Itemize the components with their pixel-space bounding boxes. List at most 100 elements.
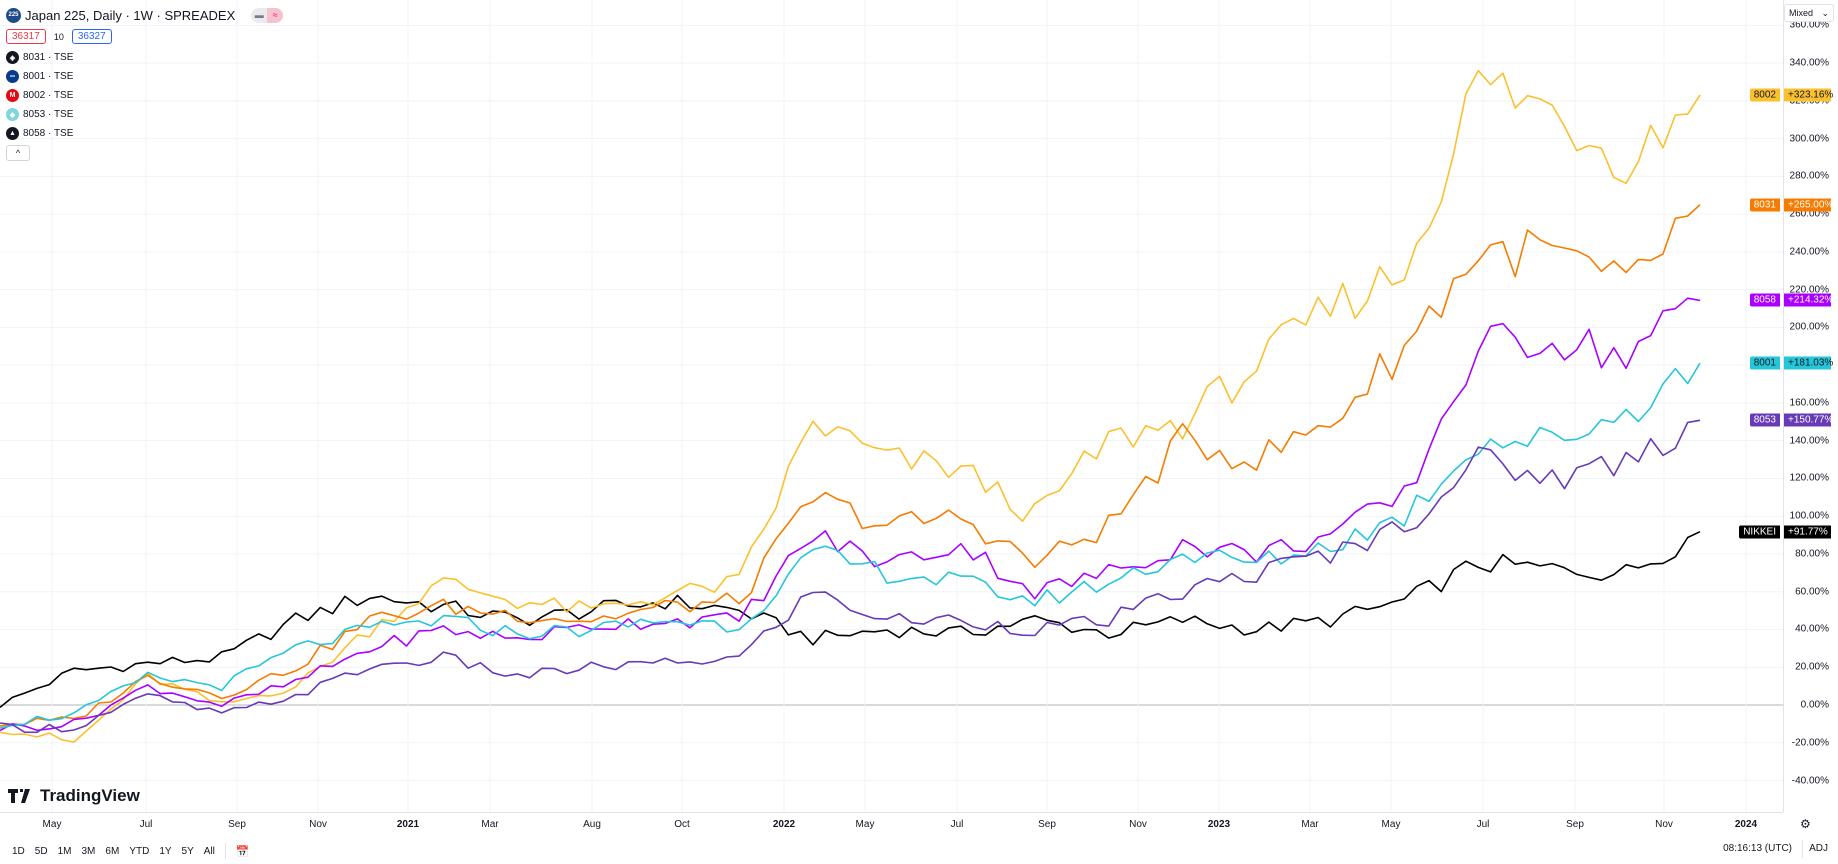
range-button-1d[interactable]: 1D — [12, 845, 25, 857]
series-line-8053[interactable] — [0, 419, 1701, 734]
price-tick-label: 340.00% — [1789, 57, 1829, 69]
time-tick-label: Nov — [309, 819, 327, 830]
compare-symbol-item[interactable]: ◆ 8053 · TSE — [6, 105, 283, 124]
marubeni-logo-icon: M — [6, 89, 19, 102]
price-tick-label: 280.00% — [1789, 170, 1829, 182]
series-value-tag: +265.00% — [1784, 198, 1833, 212]
price-axis[interactable]: 360.00%340.00%320.00%300.00%280.00%260.0… — [1783, 0, 1838, 812]
chart-plot-area[interactable] — [0, 0, 1783, 812]
sell-price-button[interactable]: 36317 — [6, 29, 46, 44]
bottom-toolbar: 1D 5D 1M 3M 6M YTD 1Y 5Y All 📅 08:16:13 (UTC) ADJ — [0, 836, 1838, 864]
price-tick-label: 140.00% — [1789, 435, 1829, 447]
tradingview-logo-icon — [8, 789, 30, 803]
range-button-1m[interactable]: 1M — [57, 845, 72, 857]
time-tick-label: Sep — [1038, 819, 1056, 830]
time-tick-label: Jul — [1476, 819, 1490, 830]
compare-symbol-item[interactable]: M 8002 · TSE — [6, 86, 283, 105]
sumitomo-logo-icon: ◆ — [6, 108, 19, 121]
buy-price-button[interactable]: 36327 — [71, 29, 112, 44]
price-tick-label: 260.00% — [1789, 208, 1829, 220]
price-tick-label: 120.00% — [1789, 472, 1829, 484]
last-value-label: 8053 +150.77% — [0, 413, 1838, 427]
series-line-8001[interactable] — [0, 362, 1701, 729]
time-tick-label: Sep — [228, 819, 246, 830]
price-tick-label: 0.00% — [1800, 699, 1829, 711]
range-button-all[interactable]: All — [203, 845, 215, 857]
time-tick-label: Mar — [1301, 819, 1319, 830]
series-name-tag: 8001 — [1749, 356, 1780, 370]
series-value-tag: +91.77% — [1784, 525, 1831, 539]
price-tick-label: -40.00% — [1791, 775, 1829, 787]
series-name-tag: 8053 — [1749, 413, 1780, 427]
compare-symbol-label: 8053 · TSE — [23, 109, 74, 120]
chart-legend: 225 Japan 225, Daily · 1W · SPREADEX ▬ ≈… — [6, 6, 284, 161]
series-name-tag: 8002 — [1749, 88, 1780, 102]
series-name-tag: NIKKEI — [1739, 525, 1780, 539]
price-tick-label: 20.00% — [1795, 661, 1829, 673]
chart-title[interactable]: Japan 225, Daily · 1W · SPREADEX — [25, 7, 236, 23]
price-tick-label: 60.00% — [1795, 586, 1829, 598]
series-value-tag: +214.32% — [1784, 293, 1833, 307]
time-tick-label: May — [855, 819, 875, 830]
range-button-6m[interactable]: 6M — [105, 845, 120, 857]
time-tick-label: Jul — [950, 819, 964, 830]
visibility-toggle[interactable]: ▬ ≈ — [251, 7, 284, 23]
chart-canvas[interactable] — [0, 0, 1783, 812]
price-tick-label: -20.00% — [1791, 737, 1829, 749]
time-tick-label: 2023 — [1207, 819, 1231, 830]
time-tick-label: Sep — [1566, 819, 1584, 830]
time-tick-label: Nov — [1129, 819, 1147, 830]
time-tick-label: 2024 — [1734, 819, 1758, 830]
axis-settings-button[interactable]: ⚙ — [1800, 817, 1811, 831]
mitsui-logo-icon: ◈ — [6, 51, 19, 64]
time-tick-label: May — [42, 819, 62, 830]
compare-symbol-item[interactable]: ═ 8001 · TSE — [6, 67, 283, 86]
compare-symbol-item[interactable]: ◈ 8031 · TSE — [6, 48, 283, 67]
compare-symbol-label: 8002 · TSE — [23, 90, 74, 101]
range-button-5d[interactable]: 5D — [34, 845, 48, 857]
date-range-buttons: 1D 5D 1M 3M 6M YTD 1Y 5Y All 📅 — [12, 843, 250, 859]
price-tick-label: 80.00% — [1795, 548, 1829, 560]
main-symbol-row[interactable]: 225 Japan 225, Daily · 1W · SPREADEX ▬ ≈ — [6, 6, 284, 24]
series-value-tag: +181.03% — [1784, 356, 1833, 370]
series-line-8031[interactable] — [0, 204, 1701, 727]
minus-icon[interactable]: ▬ — [251, 7, 268, 23]
time-tick-label: Jul — [139, 819, 153, 830]
time-tick-label: 2021 — [396, 819, 420, 830]
price-tick-label: 300.00% — [1789, 133, 1829, 145]
time-axis[interactable]: May Jul Sep Nov 2021 Mar Aug Oct 2022 May Jul Sep No… — [0, 812, 1783, 837]
scale-mode-select[interactable]: Mixed ⌄ — [1784, 4, 1834, 22]
approx-icon[interactable]: ≈ — [267, 7, 284, 23]
logo-text: TradingView — [40, 786, 140, 805]
series-line-8058[interactable] — [0, 297, 1701, 732]
time-tick-label: Mar — [481, 819, 499, 830]
price-tick-label: 200.00% — [1789, 321, 1829, 333]
itochu-logo-icon: ═ — [6, 70, 19, 83]
last-value-label: 8031 +265.00% — [0, 198, 1838, 212]
tradingview-logo[interactable]: TradingView — [8, 786, 140, 806]
collapse-legend-button[interactable]: ^ — [6, 145, 30, 161]
series-line-8002[interactable] — [0, 69, 1701, 743]
go-to-date-icon[interactable]: 📅 — [235, 845, 250, 858]
series-line-nikkei[interactable] — [0, 530, 1701, 709]
spread-value: 10 — [53, 31, 64, 42]
last-value-label: 8058 +214.32% — [0, 293, 1838, 307]
clock-display[interactable]: 08:16:13 (UTC) — [1723, 843, 1792, 854]
range-button-5y[interactable]: 5Y — [181, 845, 194, 857]
adjust-data-button[interactable]: ADJ — [1809, 843, 1828, 854]
time-tick-label: Nov — [1655, 819, 1673, 830]
range-button-1y[interactable]: 1Y — [159, 845, 172, 857]
compare-symbol-label: 8001 · TSE — [23, 71, 74, 82]
gear-icon: ⚙ — [1800, 817, 1811, 831]
compare-symbol-item[interactable]: ▲ 8058 · TSE — [6, 124, 283, 143]
range-button-ytd[interactable]: YTD — [129, 845, 150, 857]
time-tick-label: 2022 — [772, 819, 796, 830]
range-button-3m[interactable]: 3M — [81, 845, 96, 857]
mitsubishi-logo-icon: ▲ — [6, 127, 19, 140]
series-name-tag: 8058 — [1749, 293, 1780, 307]
time-tick-label: May — [1381, 819, 1401, 830]
series-value-tag: +150.77% — [1784, 413, 1833, 427]
compare-symbol-label: 8031 · TSE — [23, 52, 74, 63]
nikkei-logo-icon: 225 — [6, 7, 21, 23]
last-value-label: 8002 +323.16% — [0, 88, 1838, 102]
